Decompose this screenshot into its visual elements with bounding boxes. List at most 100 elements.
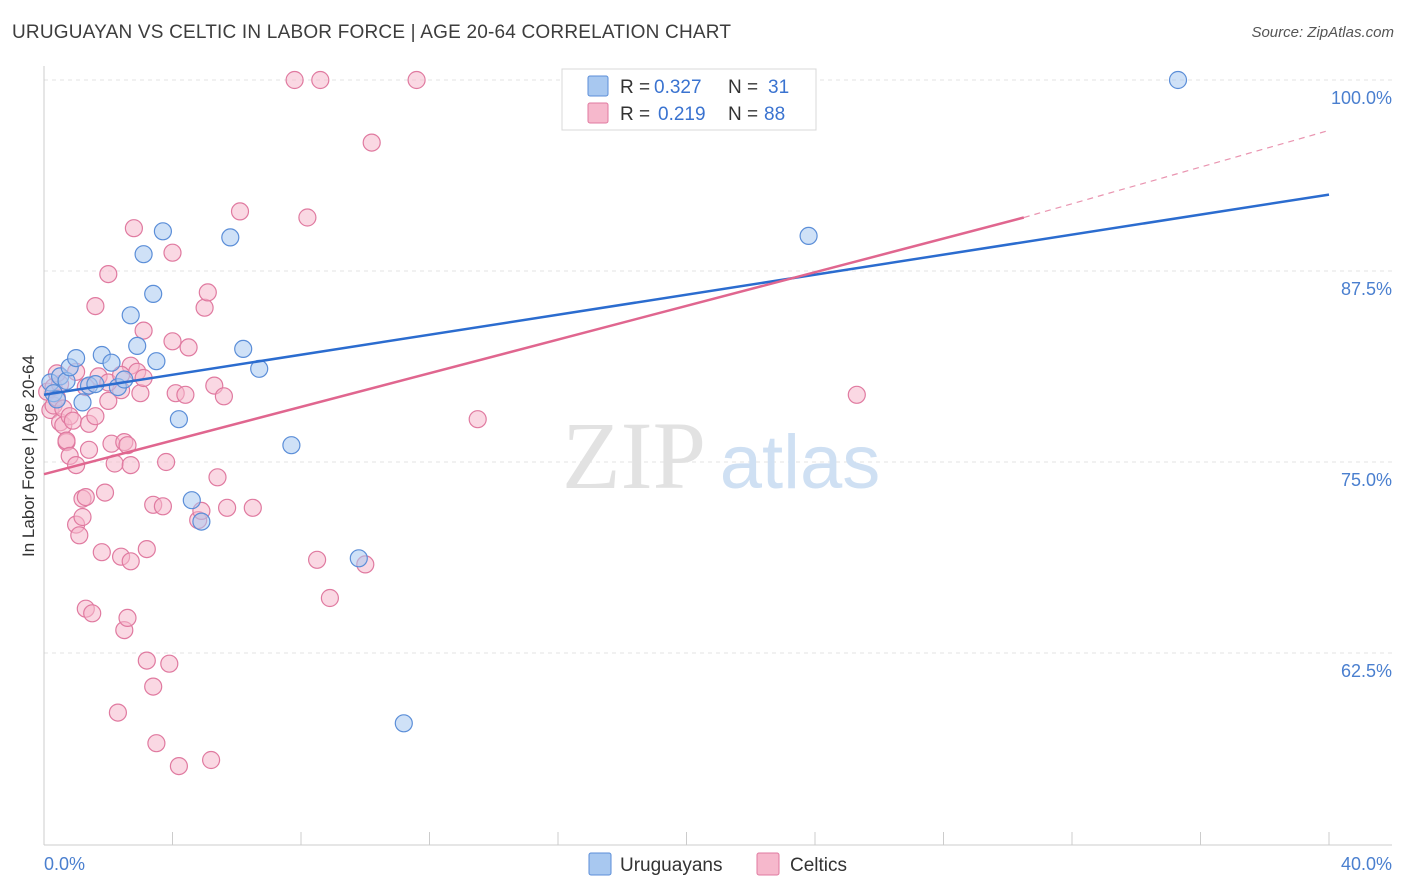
uruguayans-point bbox=[73, 393, 92, 412]
trendline-celtics bbox=[43, 216, 1025, 476]
celtics-point bbox=[847, 385, 866, 404]
uruguayans-point bbox=[102, 353, 121, 372]
celtics-point bbox=[147, 734, 166, 753]
legend-r-label-uruguayans: R = bbox=[620, 77, 650, 98]
gridlines bbox=[44, 79, 1392, 654]
celtics-point bbox=[285, 70, 304, 90]
celtics-point bbox=[153, 497, 172, 516]
celtics-point bbox=[230, 202, 250, 221]
celtics-point bbox=[208, 468, 227, 487]
legend-r-label-celtics: R = bbox=[620, 104, 650, 125]
x-tick-label-max: 40.0% bbox=[1341, 854, 1392, 874]
uruguayans-points bbox=[41, 70, 1188, 733]
uruguayans-point bbox=[86, 375, 105, 394]
legend-n-value-celtics: 88 bbox=[764, 104, 785, 125]
celtics-point bbox=[198, 283, 217, 302]
celtics-point bbox=[121, 552, 140, 571]
uruguayans-point bbox=[169, 410, 188, 429]
y-tick-label: 100.0% bbox=[1331, 88, 1392, 108]
watermark-atlas: atlas bbox=[720, 420, 881, 505]
celtics-point bbox=[144, 677, 163, 696]
uruguayans-point bbox=[282, 436, 301, 455]
x-tick-label-min: 0.0% bbox=[44, 854, 85, 874]
y-tick-label: 75.0% bbox=[1341, 470, 1392, 490]
celtics-point bbox=[163, 332, 182, 351]
celtics-point bbox=[124, 219, 143, 238]
uruguayans-point bbox=[128, 336, 147, 355]
trendline-uruguayans bbox=[43, 193, 1330, 397]
bottom-legend-label-celtics: Celtics bbox=[790, 855, 847, 876]
celtics-point bbox=[99, 391, 118, 410]
celtics-point bbox=[195, 298, 214, 317]
uruguayans-point bbox=[182, 491, 201, 510]
celtics-point bbox=[160, 654, 179, 673]
uruguayans-point bbox=[221, 228, 240, 247]
celtics-point bbox=[320, 588, 339, 608]
bottom-legend-label-uruguayans: Uruguayans bbox=[620, 855, 722, 876]
x-ticks bbox=[172, 832, 1330, 845]
celtics-point bbox=[95, 483, 115, 502]
uruguayans-point bbox=[1168, 70, 1188, 90]
celtics-point bbox=[86, 297, 105, 316]
celtics-point bbox=[57, 431, 76, 450]
trendline-celtics-extension bbox=[1023, 129, 1330, 219]
uruguayans-point bbox=[66, 349, 86, 368]
y-tick-label: 62.5% bbox=[1341, 661, 1392, 681]
celtics-point bbox=[214, 387, 233, 406]
celtics-point bbox=[99, 265, 118, 284]
celtics-point bbox=[131, 384, 150, 403]
watermark: ZIP atlas bbox=[562, 402, 880, 509]
y-axis-label: In Labor Force | Age 20-64 bbox=[19, 355, 38, 557]
uruguayans-point bbox=[394, 714, 413, 733]
uruguayans-point bbox=[799, 226, 818, 245]
celtics-point bbox=[92, 543, 111, 562]
celtics-point bbox=[243, 498, 262, 517]
celtics-point bbox=[362, 133, 381, 152]
legend-n-label-uruguayans: N = bbox=[728, 77, 758, 98]
celtics-point bbox=[468, 410, 487, 429]
celtics-point bbox=[298, 208, 317, 227]
celtics-point bbox=[176, 385, 195, 404]
legend-r-value-celtics: 0.219 bbox=[658, 104, 706, 125]
celtics-point bbox=[157, 452, 176, 472]
bottom-legend: Uruguayans Celtics bbox=[588, 852, 847, 876]
bottom-legend-swatch-uruguayans bbox=[588, 852, 612, 876]
celtics-point bbox=[169, 756, 188, 776]
celtics-point bbox=[308, 550, 327, 569]
celtics-point bbox=[86, 407, 105, 426]
celtics-point bbox=[137, 651, 156, 670]
celtics-point bbox=[407, 70, 426, 90]
uruguayans-point bbox=[192, 512, 211, 531]
axes bbox=[43, 66, 1392, 846]
legend-r-value-uruguayans: 0.327 bbox=[654, 77, 702, 98]
uruguayans-point bbox=[47, 390, 67, 409]
celtics-point bbox=[73, 507, 92, 527]
celtics-point bbox=[121, 456, 140, 475]
celtics-point bbox=[179, 338, 198, 357]
legend-swatch-uruguayans bbox=[587, 75, 609, 97]
celtics-point bbox=[70, 526, 89, 545]
celtics-point bbox=[63, 411, 83, 430]
celtics-point bbox=[137, 539, 156, 559]
y-tick-label: 87.5% bbox=[1341, 279, 1392, 299]
trendlines bbox=[43, 129, 1330, 476]
uruguayans-point bbox=[147, 352, 166, 371]
watermark-zip: ZIP bbox=[562, 402, 706, 509]
uruguayans-point bbox=[121, 306, 140, 325]
chart-source: Source: ZipAtlas.com bbox=[1251, 24, 1394, 41]
bottom-legend-swatch-celtics bbox=[756, 852, 780, 876]
celtics-point bbox=[76, 488, 95, 507]
y-tick-labels: 62.5% 75.0% 87.5% 100.0% bbox=[1331, 88, 1392, 681]
uruguayans-point bbox=[234, 339, 253, 358]
legend-swatch-celtics bbox=[587, 102, 609, 124]
uruguayans-point bbox=[134, 245, 153, 264]
legend-n-label-celtics: N = bbox=[728, 104, 758, 125]
legend-n-value-uruguayans: 31 bbox=[768, 77, 789, 98]
uruguayans-point bbox=[153, 222, 172, 241]
celtics-point bbox=[134, 321, 153, 340]
celtics-point bbox=[118, 608, 137, 628]
celtics-point bbox=[218, 498, 237, 517]
chart-title: URUGUAYAN VS CELTIC IN LABOR FORCE | AGE… bbox=[12, 22, 732, 43]
celtics-point bbox=[311, 70, 330, 90]
